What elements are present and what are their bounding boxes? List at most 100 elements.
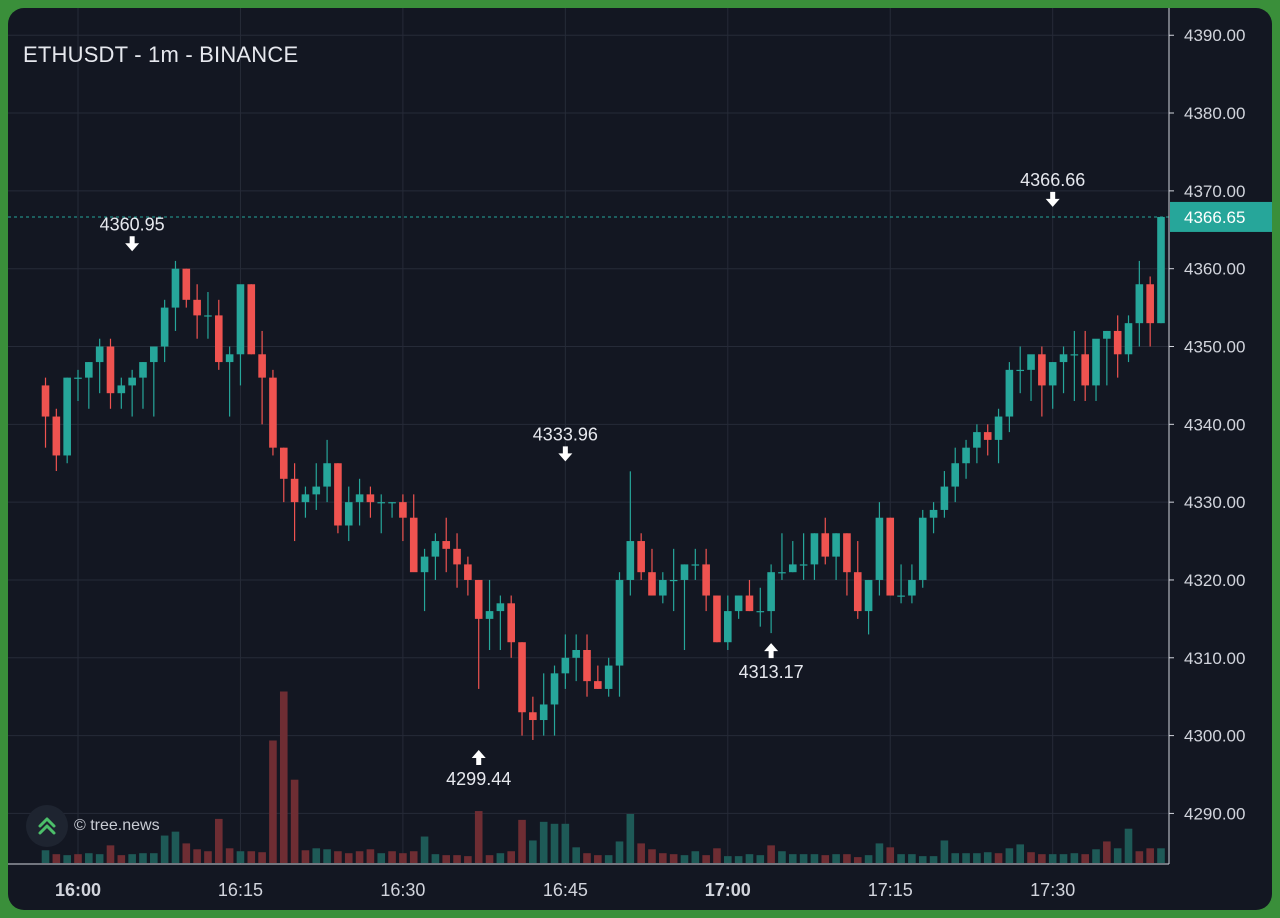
candle-body (214, 315, 223, 363)
x-tick-label: 16:30 (380, 880, 425, 900)
candle (258, 330, 266, 425)
candle (312, 463, 321, 510)
candlestick-chart[interactable]: 4360.95 4299.44 4333.96 4313.17 4366.66 4390.… (8, 8, 1272, 910)
volume-bar (182, 843, 191, 863)
candle-body (799, 564, 808, 566)
candle-body (594, 681, 602, 689)
volume-bar (420, 836, 429, 863)
volume-bar (594, 855, 602, 863)
candle (323, 439, 331, 503)
candle (594, 665, 602, 689)
candle-body (1005, 369, 1014, 417)
volume-bar (1005, 848, 1014, 863)
price-annotation: 4313.17 (739, 643, 804, 682)
candle (139, 362, 147, 409)
y-tick-label: 4340.00 (1184, 415, 1245, 434)
volume-bar (431, 854, 440, 863)
y-tick-label: 4300.00 (1184, 727, 1245, 746)
candle (269, 369, 277, 456)
candle-body (507, 603, 515, 643)
candle (431, 533, 440, 580)
volume-bar (1124, 828, 1133, 863)
volume-bar (63, 855, 71, 863)
volume-bar (1081, 854, 1089, 863)
candle-body (1038, 354, 1046, 386)
candle-body (150, 346, 158, 363)
candle-body (734, 595, 743, 612)
volume-bar (1157, 848, 1165, 863)
volume-bar (388, 851, 396, 863)
candle (951, 447, 960, 503)
candle-body (1157, 216, 1165, 324)
candle (290, 463, 299, 542)
candle (453, 533, 461, 588)
volume-bar (788, 854, 797, 863)
volume-bar (507, 851, 515, 863)
candle (41, 377, 50, 448)
volume-bar (702, 855, 710, 863)
volume-bar (1048, 854, 1057, 863)
candle-body (485, 611, 494, 619)
candle (106, 338, 115, 409)
volume-bar (409, 851, 418, 863)
candle (680, 564, 689, 650)
candle-body (1081, 354, 1089, 386)
volume-bar (247, 851, 256, 863)
price-annotation: 4366.66 (1020, 170, 1085, 207)
volume-bar (799, 854, 808, 863)
candle (886, 517, 895, 596)
volume-bar (604, 855, 613, 863)
candle-body (431, 541, 440, 557)
volume-bar (572, 847, 580, 863)
candle-body (323, 463, 331, 487)
y-tick-label: 4360.00 (1184, 260, 1245, 279)
arrow-down-icon (125, 236, 140, 252)
volume-bar (734, 856, 743, 863)
candle (1135, 260, 1144, 347)
candle (442, 517, 451, 573)
annotation-label: 4333.96 (533, 424, 598, 444)
candle-body (247, 284, 256, 355)
candle-body (344, 502, 353, 526)
candle (1081, 330, 1089, 401)
volume-bar (940, 840, 949, 863)
volume-bar (1059, 854, 1068, 863)
chart-title: ETHUSDT - 1m - BINANCE (23, 42, 299, 67)
volume-bar (864, 855, 873, 863)
candle-body (496, 603, 505, 612)
volume-bar (929, 856, 938, 863)
volume-bar (669, 854, 678, 863)
candle (713, 595, 721, 643)
tree-news-logo-icon (26, 805, 68, 847)
candle (691, 548, 700, 580)
x-tick-label: 16:00 (55, 880, 101, 900)
volume-bar (561, 823, 570, 863)
candle (182, 268, 191, 308)
candle (875, 502, 884, 596)
price-annotation: 4299.44 (446, 749, 511, 789)
volume-bar (897, 854, 905, 863)
candle (929, 502, 938, 534)
volume-bar (106, 845, 115, 863)
x-tick-label: 17:15 (868, 880, 913, 900)
candle (539, 673, 548, 736)
candle (1113, 315, 1122, 378)
candle-body (1103, 330, 1111, 339)
volume-bar (1146, 848, 1154, 863)
candle (724, 595, 732, 650)
candle (897, 564, 905, 604)
volume-bar (1135, 851, 1144, 863)
candle (1048, 362, 1057, 409)
volume-bar (724, 856, 732, 863)
volume-bar (691, 851, 700, 863)
volume-bar (1027, 852, 1035, 863)
candle (193, 284, 201, 339)
volume-bar (1103, 841, 1111, 863)
volume-bar (344, 853, 353, 863)
candle-body (713, 595, 721, 643)
candle-body (669, 579, 678, 582)
candle-body (474, 579, 483, 619)
candle-body (1146, 284, 1154, 324)
volume-bar (279, 691, 288, 863)
y-tick-label: 4310.00 (1184, 649, 1245, 668)
